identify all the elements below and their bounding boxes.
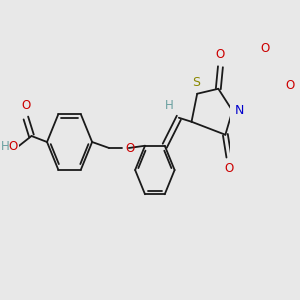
Text: O: O (216, 48, 225, 61)
Text: N: N (235, 104, 244, 117)
Text: O: O (21, 99, 31, 112)
Text: O: O (260, 42, 269, 55)
Text: O: O (125, 142, 134, 154)
Text: O: O (285, 79, 295, 92)
Text: H: H (165, 99, 173, 112)
Text: O: O (8, 140, 17, 152)
Text: S: S (192, 76, 200, 89)
Text: H: H (1, 140, 10, 152)
Text: O: O (224, 162, 233, 175)
